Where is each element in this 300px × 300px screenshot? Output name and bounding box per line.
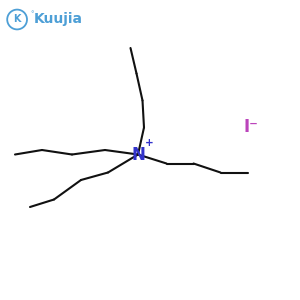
Text: I⁻: I⁻	[243, 118, 258, 136]
Text: Kuujia: Kuujia	[34, 13, 83, 26]
Text: N: N	[131, 146, 145, 164]
Text: K: K	[14, 14, 21, 25]
Text: +: +	[145, 138, 154, 148]
Text: °: °	[30, 11, 34, 17]
